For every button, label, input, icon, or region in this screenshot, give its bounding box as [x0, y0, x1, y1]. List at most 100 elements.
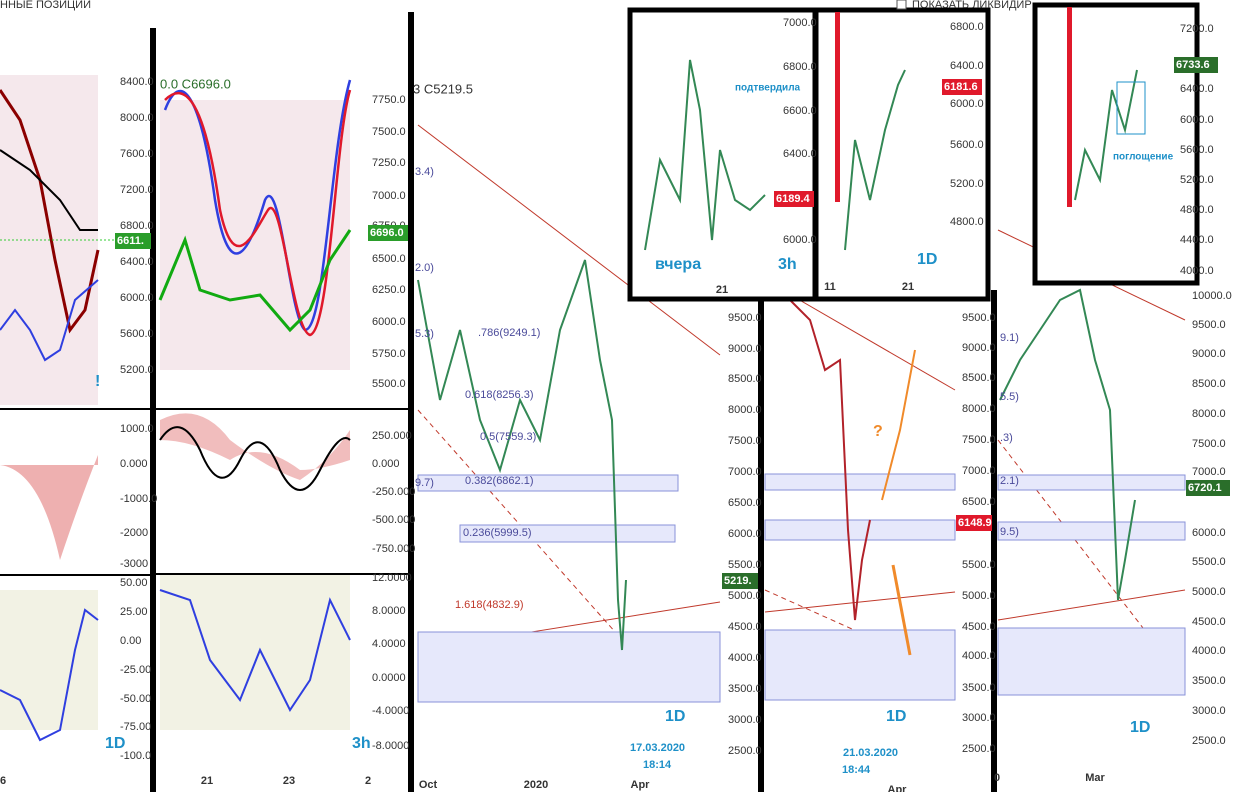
price-badge-label: 6181.6 [944, 81, 978, 93]
candles [158, 229, 352, 333]
timeframe: 1D [886, 708, 906, 725]
price-badge [115, 233, 151, 249]
price-tick-label: 5600.0 [950, 139, 984, 151]
price-tick-label: 9000.0 [1192, 348, 1226, 360]
annotation: ? [873, 423, 883, 440]
band [0, 590, 98, 730]
price-tick-label: 5200.0 [950, 178, 984, 190]
price-tick-label: 7000.0 [728, 466, 762, 478]
indicator [164, 89, 352, 337]
time: 18:44 [842, 764, 871, 776]
price-tick-label: 6500.0 [962, 496, 996, 508]
zone [417, 474, 679, 492]
price-badge [956, 515, 992, 531]
price-tick-label: 7250.0 [372, 157, 406, 169]
price-tick-label: 3500.0 [1192, 675, 1226, 687]
price-tick-label: 5500.0 [962, 559, 996, 571]
price-tick-label: -2000 [120, 527, 148, 539]
price-tick-label: 6400.0 [120, 256, 154, 268]
price-tick-label: 7200.0 [1180, 23, 1214, 35]
price-tick-label: -75.00 [120, 721, 151, 733]
price-tick-label: 4800.0 [950, 216, 984, 228]
price-tick-label: 4000.0 [1192, 645, 1226, 657]
price-tick-label: 4500.0 [962, 621, 996, 633]
price-badge [1186, 480, 1230, 496]
x-tick-label: Oct [419, 779, 438, 791]
price-tick-label: 6800.0 [120, 220, 154, 232]
x-tick-label: Apr [888, 784, 908, 792]
price-tick-label: 3000.0 [962, 712, 996, 724]
inset [813, 7, 991, 302]
annotation: поглощение [1113, 152, 1174, 163]
fib-label: 5.5) [1000, 391, 1019, 403]
date: 21.03.2020 [843, 747, 898, 759]
timeframe: 1D [917, 251, 937, 268]
checkbox[interactable] [896, 0, 907, 10]
price-tick-label: 5200.0 [120, 364, 154, 376]
fib-label: .786(9249.1) [478, 327, 540, 339]
ohlc-header: 3 C5219.5 [413, 81, 473, 96]
price-badge-label: 6696.0 [370, 227, 404, 239]
price-tick-label: 7000.0 [962, 465, 996, 477]
trend-line [417, 409, 641, 661]
candles [844, 69, 906, 251]
price-tick-label: 5200.0 [1180, 174, 1214, 186]
price-tick-label: -50.00 [120, 693, 151, 705]
price-tick-label: 8000.0 [962, 403, 996, 415]
x-tick-label: 16 [0, 775, 6, 787]
price-tick-label: 6000.0 [783, 234, 817, 246]
price-tick-label: 2500.0 [1192, 735, 1226, 747]
price-badge [1174, 57, 1218, 73]
checkbox-label[interactable]: ПОКАЗАТЬ ЛИКВИДИР [912, 0, 1032, 11]
price-tick-label: 8000.0 [120, 112, 154, 124]
price-tick-label: 6500.0 [728, 497, 762, 509]
price-tick-label: 4.0000 [372, 638, 406, 650]
arrow [881, 349, 916, 501]
price-tick-label: 6500.0 [372, 253, 406, 265]
price-tick-label: 8500.0 [962, 372, 996, 384]
price-badge-label: 6148.9 [958, 517, 992, 529]
price-tick-label: 9000.0 [962, 342, 996, 354]
zone [764, 629, 956, 701]
indicator [0, 279, 99, 362]
price-badge-label: 6733.6 [1176, 59, 1210, 71]
timeframe: 1D [665, 708, 685, 725]
candles [999, 288, 1136, 601]
price-tick-label: 7750.0 [372, 94, 406, 106]
price-badge [368, 225, 408, 241]
x-tick-label: Apr [631, 779, 651, 791]
fib-label: 0.5(7559.3) [480, 431, 536, 443]
ohlc-header: 0.0 C6696.0 [160, 76, 231, 91]
x-tick-label: 0 [994, 772, 1000, 784]
zone [764, 519, 956, 541]
timeframe: 1D [105, 735, 125, 752]
price-tick-label: 5600.0 [120, 328, 154, 340]
trend-line [417, 124, 721, 356]
price-tick-label: 6000.0 [120, 292, 154, 304]
price-tick-label: 0.000 [372, 458, 400, 470]
x-tick-label: 21 [902, 281, 914, 293]
indicator [163, 79, 352, 332]
timeframe: 1D [1130, 719, 1150, 736]
inset [1032, 2, 1200, 286]
oscillator [0, 455, 98, 560]
candle [1067, 7, 1072, 207]
annotation: подтвердила [735, 83, 801, 94]
price-tick-label: 6000.0 [1192, 527, 1226, 539]
day-label: вчера [655, 256, 701, 273]
indicator [159, 426, 351, 491]
indicator [0, 608, 99, 742]
tab-label[interactable]: ННЫЕ ПОЗИЦИИ [0, 0, 91, 11]
price-tick-label: 5600.0 [1180, 144, 1214, 156]
candles [1074, 69, 1138, 201]
price-tick-label: 8500.0 [728, 373, 762, 385]
annotation: ! [95, 373, 100, 390]
date: 17.03.2020 [630, 742, 685, 754]
price-tick-label: 6600.0 [783, 105, 817, 117]
price-tick-label: -100.0 [120, 750, 151, 762]
price-tick-label: -8.0000 [372, 740, 409, 752]
price-tick-label: 8000.0 [1192, 408, 1226, 420]
price-tick-label: -3000 [120, 558, 148, 570]
price-tick-label: 6400.0 [783, 148, 817, 160]
